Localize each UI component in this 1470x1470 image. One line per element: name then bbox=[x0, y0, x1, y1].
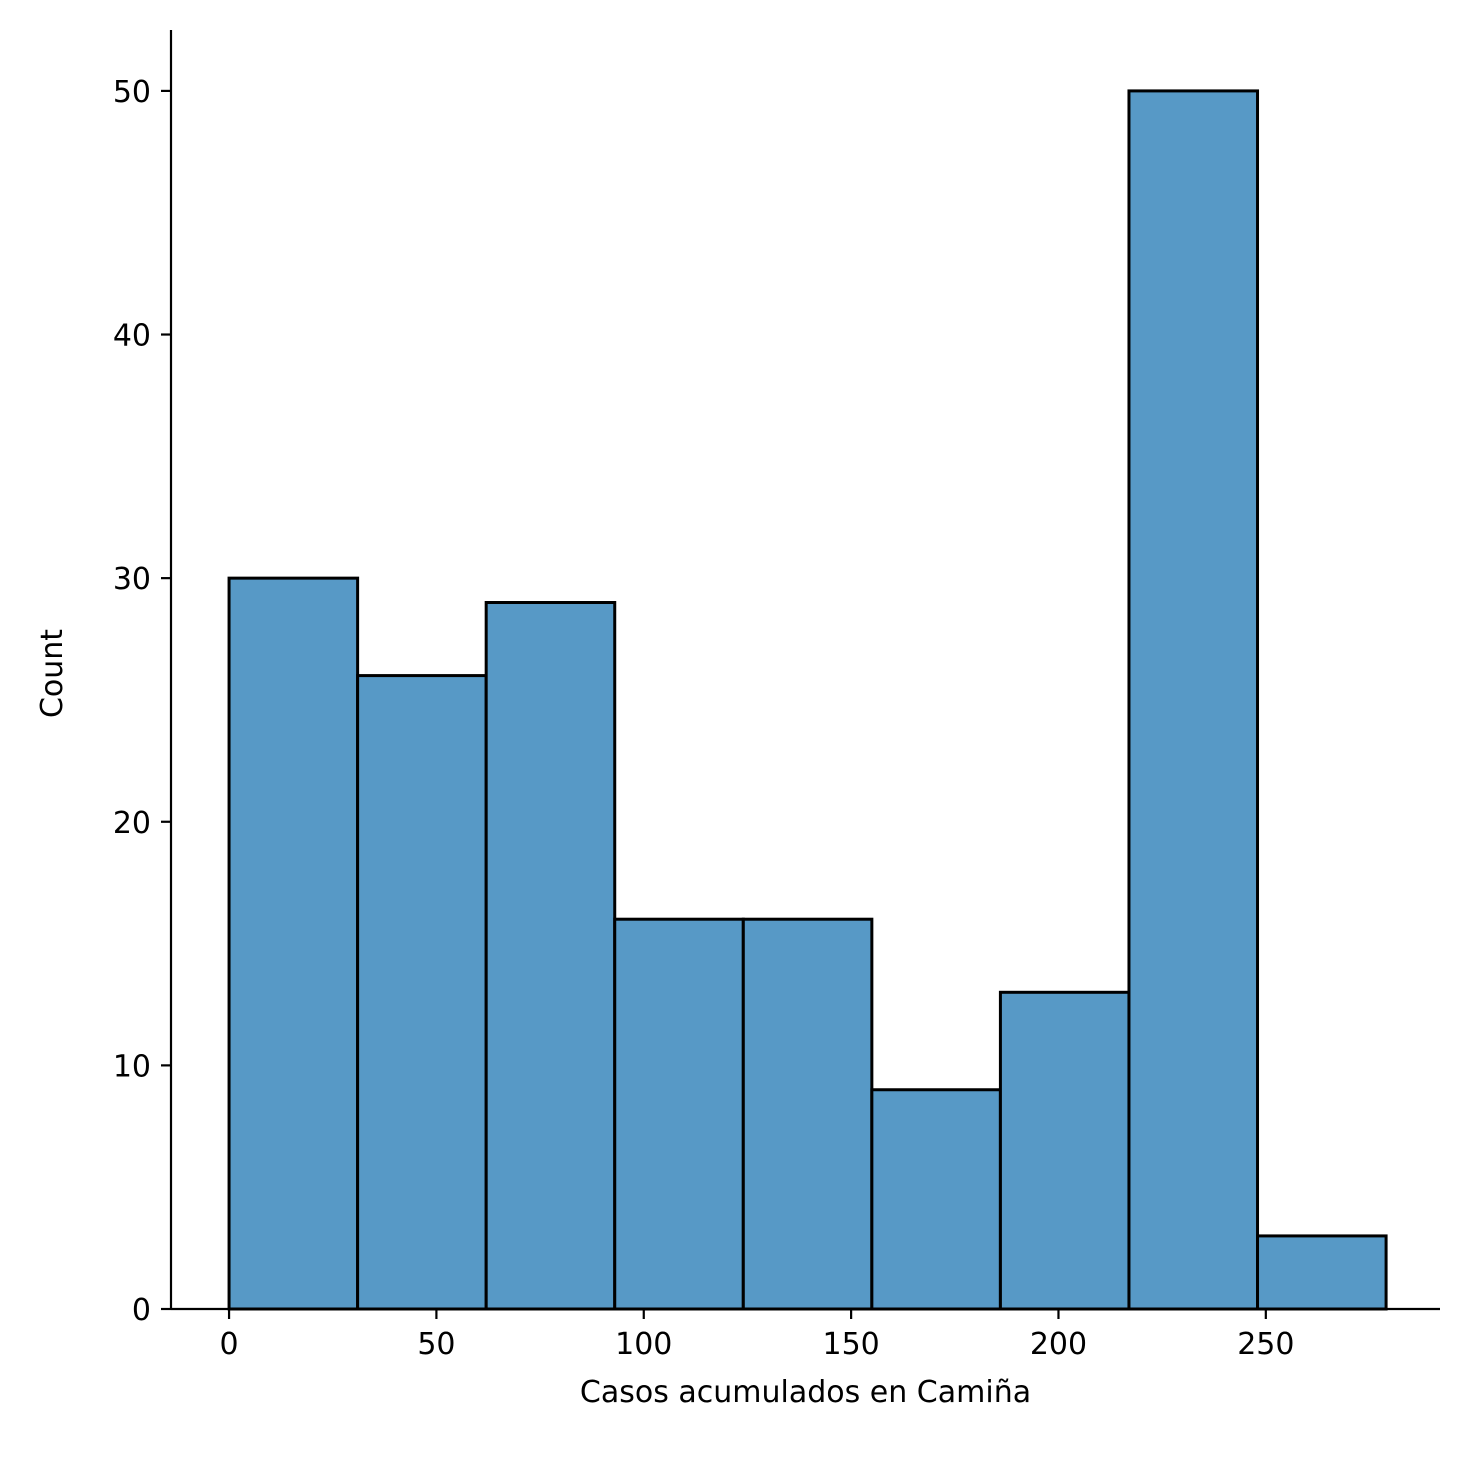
y-axis-label: Count bbox=[35, 629, 70, 718]
histogram-bar-5 bbox=[741, 917, 874, 1311]
y-tick-label: 50 bbox=[113, 75, 151, 110]
y-tick-label: 0 bbox=[132, 1293, 151, 1328]
histogram-bar-7 bbox=[998, 990, 1131, 1311]
x-axis-label: Casos acumulados en Camiña bbox=[580, 1375, 1031, 1410]
y-ticks-group: 0 10 20 30 40 50 bbox=[113, 75, 171, 1328]
x-tick-label: 100 bbox=[615, 1327, 672, 1362]
histogram-bar-6 bbox=[870, 1088, 1002, 1311]
x-tick-label: 0 bbox=[220, 1327, 239, 1362]
x-tick-label: 200 bbox=[1030, 1327, 1087, 1362]
histogram-bar-1 bbox=[227, 576, 360, 1311]
bars-group bbox=[227, 89, 1388, 1311]
histogram-bar-3 bbox=[484, 601, 617, 1311]
y-tick-label: 20 bbox=[113, 806, 151, 841]
histogram-bar-2 bbox=[356, 674, 488, 1311]
histogram-bar-9 bbox=[1256, 1234, 1388, 1311]
x-tick-label: 250 bbox=[1237, 1327, 1294, 1362]
y-tick-label: 40 bbox=[113, 319, 151, 354]
x-tick-label: 50 bbox=[417, 1327, 455, 1362]
histogram-bar-8 bbox=[1127, 89, 1260, 1311]
x-tick-label: 150 bbox=[822, 1327, 879, 1362]
y-tick-label: 10 bbox=[113, 1049, 151, 1084]
y-tick-label: 30 bbox=[113, 562, 151, 597]
x-ticks-group: 0 50 100 150 200 250 bbox=[220, 1309, 1294, 1362]
histogram-bar-4 bbox=[613, 917, 745, 1311]
